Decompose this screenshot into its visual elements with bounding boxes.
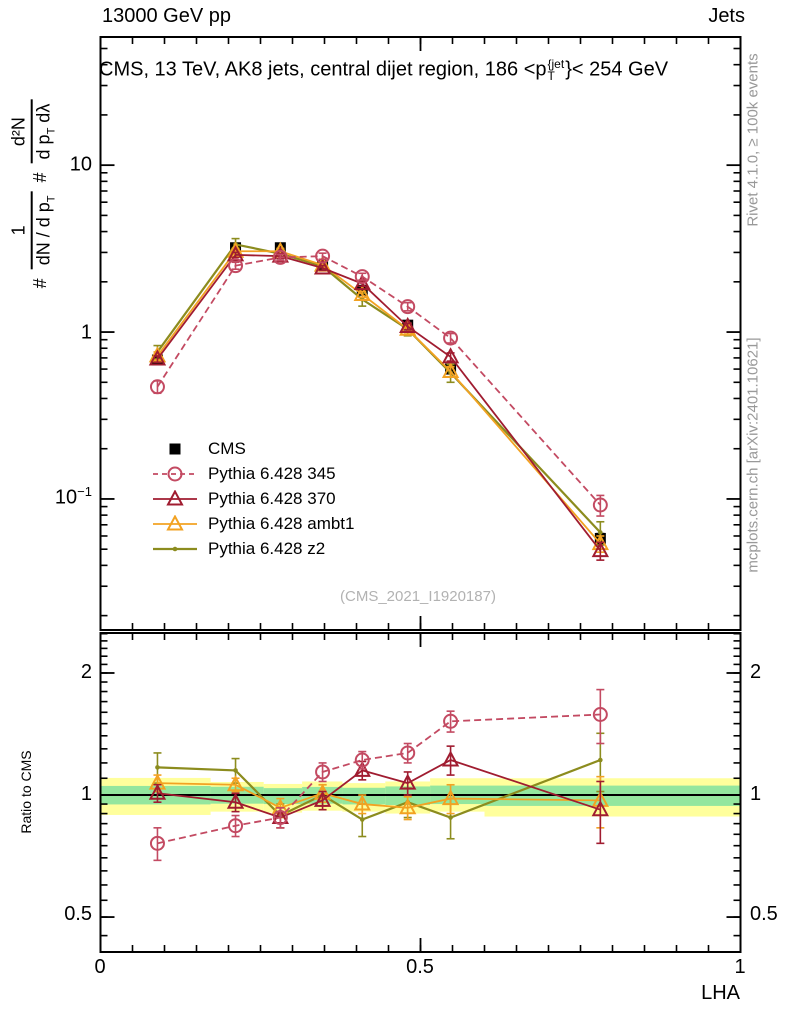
series-ambt1 — [148, 241, 610, 553]
xtick-label-1: 1 — [734, 956, 746, 978]
series-p370 — [148, 245, 610, 561]
band-green — [342, 787, 386, 805]
plot-title-text: CMS, 13 TeV, AK8 jets, central dijet reg… — [99, 58, 547, 81]
legend-marker-p370 — [153, 489, 197, 505]
ytick-label-10: 10 — [69, 153, 92, 176]
legend-marker-cms — [169, 443, 181, 454]
xtick-label-0p5: 0.5 — [406, 956, 434, 978]
legend-item-z2: Pythia 6.428 z2 — [152, 536, 354, 561]
legend-marker-p345 — [153, 466, 197, 481]
ratio-ytick-left-0p5: 0.5 — [64, 903, 92, 925]
beam-energy-label: 13000 GeV pp — [102, 5, 231, 27]
ratio-ytick-right-0p5: 0.5 — [750, 903, 778, 925]
fraction-1: 1 dN / d pT — [8, 191, 57, 270]
ytick-label-0p1: 10−1 — [54, 484, 92, 509]
axis-ticks — [99, 37, 742, 952]
band-green — [263, 788, 303, 805]
pt-superscript: {jet — [547, 57, 565, 71]
legend-item-ambt1: Pythia 6.428 ambt1 — [152, 511, 354, 536]
legend-label: Pythia 6.428 345 — [208, 463, 336, 483]
legend-marker-z2 — [153, 546, 197, 551]
x-axis-label: LHA — [701, 982, 740, 1004]
uncertainty-bands — [100, 777, 741, 817]
pt-supsub: {jet T — [548, 58, 565, 82]
analysis-id-watermark: (CMS_2021_I1920187) — [340, 588, 496, 605]
ratio-y-axis-label: Ratio to CMS — [18, 750, 34, 834]
hash-symbol: # — [29, 278, 50, 289]
plot-title-suffix: }< 254 GeV — [565, 58, 669, 81]
rivet-version-note: Rivet 4.1.0, ≥ 100k events — [744, 53, 762, 227]
legend: CMS Pythia 6.428 345 Pythia 6.428 370 Pythi… — [152, 436, 354, 561]
ratio-ytick-left-2: 2 — [80, 661, 92, 683]
mcplots-reference-note: mcplots.cern.ch [arXiv:2401.10621] — [744, 337, 762, 573]
legend-label: Pythia 6.428 ambt1 — [208, 513, 355, 533]
legend-item-p345: Pythia 6.428 345 — [152, 461, 354, 486]
process-label: Jets — [708, 5, 745, 27]
series-p345 — [149, 248, 608, 517]
legend-marker-ambt1 — [153, 514, 197, 530]
plot-title: CMS, 13 TeV, AK8 jets, central dijet reg… — [99, 58, 668, 82]
ratio-ytick-right-2: 2 — [750, 661, 762, 683]
series-p345 — [149, 688, 608, 862]
legend-item-p370: Pythia 6.428 370 — [152, 486, 354, 511]
legend-label: Pythia 6.428 z2 — [208, 538, 326, 558]
legend-item-cms: CMS — [152, 436, 354, 461]
legend-label: Pythia 6.428 370 — [208, 488, 336, 508]
xtick-label-0: 0 — [94, 956, 106, 978]
ytick-label-1: 1 — [80, 321, 92, 344]
y-axis-formula: # 1 dN / d pT # d²N d pT dλ — [8, 96, 57, 289]
legend-label: CMS — [208, 438, 246, 458]
ratio-ytick-right-1: 1 — [750, 783, 762, 805]
ratio-ytick-left-1: 1 — [80, 783, 92, 805]
pt-subscript: T — [547, 69, 555, 83]
